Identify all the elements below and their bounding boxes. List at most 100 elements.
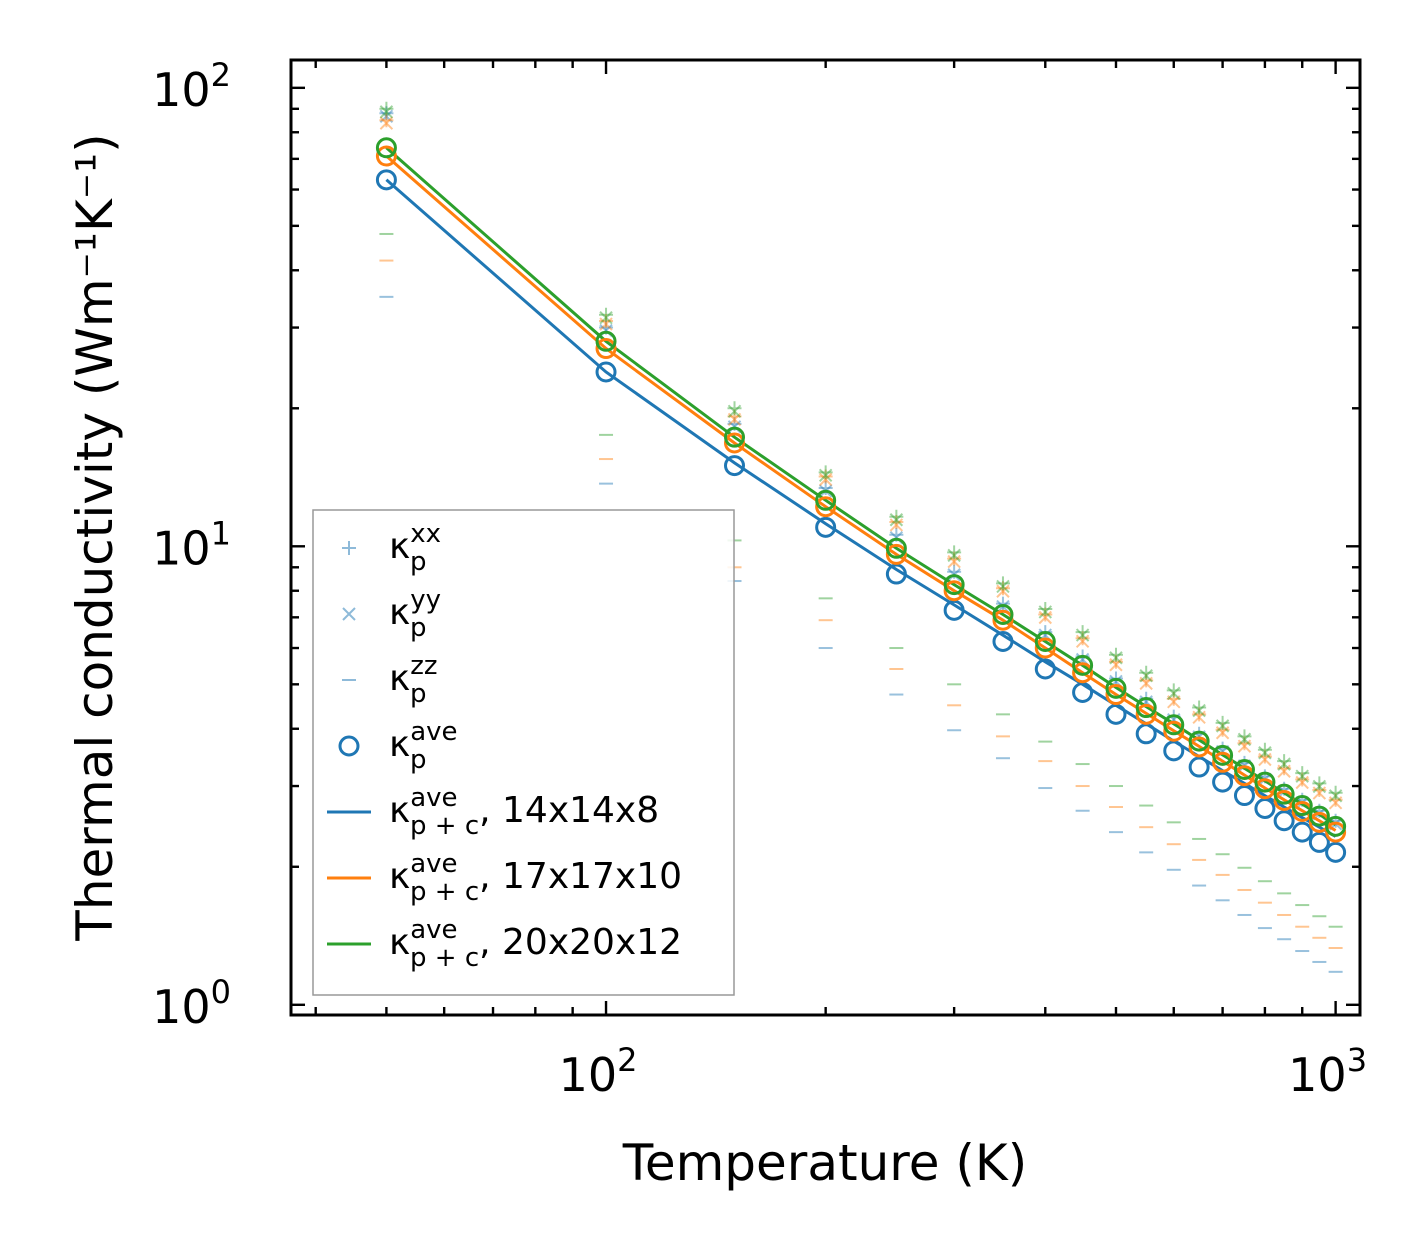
kyy-marker bbox=[1312, 786, 1327, 800]
kyy-marker bbox=[379, 105, 394, 119]
kxx-marker bbox=[1139, 665, 1154, 680]
kyy-marker bbox=[1167, 695, 1181, 709]
legend-label: κave p + c, 20x20x12 bbox=[389, 915, 682, 973]
kxx-marker bbox=[1328, 785, 1343, 800]
legend-entry: κxx p bbox=[342, 519, 441, 577]
kxx-marker bbox=[1237, 729, 1252, 744]
kyy-marker bbox=[727, 404, 742, 418]
kave-marker bbox=[1105, 684, 1127, 706]
kave-marker bbox=[1254, 771, 1276, 793]
kxx-marker bbox=[1108, 654, 1123, 669]
series-17x17x10 bbox=[379, 113, 1343, 950]
kxx-marker bbox=[1257, 742, 1272, 757]
kyy-marker bbox=[1192, 710, 1206, 725]
legend-plus-marker bbox=[342, 541, 356, 555]
kyy-marker bbox=[1038, 610, 1052, 625]
kxx-marker bbox=[379, 101, 394, 116]
kave-marker bbox=[992, 604, 1014, 626]
kyy-marker bbox=[727, 412, 742, 427]
kxx-marker bbox=[947, 545, 962, 560]
kxx-marker bbox=[995, 581, 1010, 596]
kave-marker bbox=[885, 543, 907, 565]
kave-marker bbox=[1188, 730, 1210, 752]
kave-marker bbox=[1188, 736, 1210, 758]
kyy-marker bbox=[1295, 769, 1309, 783]
kyy-marker bbox=[996, 584, 1010, 598]
kave-marker bbox=[1254, 778, 1276, 800]
x-tick-label: 102 bbox=[559, 1041, 638, 1102]
series-20x20x12 bbox=[379, 101, 1343, 928]
kpc-line-14x14x8 bbox=[385, 178, 1337, 838]
kave-marker bbox=[1034, 658, 1056, 680]
kxx-marker bbox=[1075, 625, 1090, 640]
kave-marker bbox=[1273, 810, 1295, 832]
kxx-marker bbox=[1192, 707, 1207, 722]
kave-marker bbox=[1212, 771, 1234, 793]
kave-marker bbox=[375, 145, 397, 167]
legend: κxx p κyy p κzz p κave p κave p + c, 14x14x8 κave p… bbox=[312, 509, 735, 996]
kave-marker bbox=[1163, 740, 1185, 762]
kyy-marker bbox=[1139, 676, 1153, 691]
kave-marker bbox=[1233, 765, 1255, 787]
kyy-marker bbox=[1215, 719, 1230, 733]
kave-marker bbox=[595, 361, 617, 383]
kave-marker bbox=[992, 609, 1014, 631]
kave-marker bbox=[1188, 756, 1210, 778]
kyy-marker bbox=[1215, 726, 1230, 740]
kxx-marker bbox=[727, 409, 742, 424]
legend-entry: κave p + c, 17x17x10 bbox=[327, 849, 682, 907]
kyy-marker bbox=[1167, 686, 1181, 701]
kyy-marker bbox=[1237, 732, 1252, 747]
kave-marker bbox=[375, 169, 397, 191]
kyy-marker bbox=[818, 472, 833, 487]
kave-marker bbox=[1212, 744, 1234, 766]
x-axis-label: Temperature (K) bbox=[622, 1134, 1027, 1192]
y-tick-label: 102 bbox=[152, 56, 231, 117]
kxx-marker bbox=[947, 551, 962, 566]
legend-x-marker bbox=[342, 607, 356, 621]
kyy-marker bbox=[599, 310, 613, 325]
kave-marker bbox=[1105, 703, 1127, 725]
kave-marker bbox=[1072, 681, 1094, 703]
kyy-marker bbox=[1295, 775, 1309, 790]
kxx-marker bbox=[1075, 631, 1090, 646]
legend-circle-marker bbox=[338, 735, 360, 757]
legend-label: κxx p bbox=[389, 519, 441, 577]
kave-marker bbox=[1212, 751, 1234, 773]
kyy-marker bbox=[1277, 757, 1291, 771]
kave-marker bbox=[1308, 831, 1330, 853]
kave-marker bbox=[1291, 795, 1313, 817]
y-tick-label: 101 bbox=[152, 514, 231, 575]
legend-label: κyy p bbox=[389, 585, 441, 643]
kave-marker bbox=[943, 599, 965, 621]
kave-marker bbox=[1072, 654, 1094, 676]
kave-marker bbox=[595, 338, 617, 360]
legend-entry: κave p + c, 20x20x12 bbox=[327, 915, 682, 973]
kxx-marker bbox=[1328, 792, 1343, 807]
kave-marker bbox=[1325, 821, 1347, 843]
legend-entry: κave p + c, 14x14x8 bbox=[327, 783, 659, 841]
kpc-line-17x17x10 bbox=[385, 154, 1337, 832]
kyy-marker bbox=[1277, 764, 1291, 778]
kxx-marker bbox=[1192, 700, 1207, 715]
kxx-marker bbox=[889, 509, 904, 524]
kave-marker bbox=[943, 580, 965, 602]
kxx-marker bbox=[818, 469, 833, 484]
kxx-marker bbox=[599, 307, 614, 322]
kave-marker bbox=[1291, 821, 1313, 843]
kave-marker bbox=[1233, 758, 1255, 780]
kxx-marker bbox=[1312, 776, 1327, 791]
kave-marker bbox=[1135, 723, 1157, 745]
kxx-marker bbox=[889, 514, 904, 529]
kyy-marker bbox=[379, 109, 394, 123]
legend-entry: κave p bbox=[338, 717, 458, 775]
legend-label: κave p + c, 14x14x8 bbox=[389, 783, 659, 841]
kave-marker bbox=[1308, 805, 1330, 827]
kyy-marker bbox=[1038, 605, 1052, 619]
kyy-marker bbox=[1109, 651, 1123, 665]
kave-marker bbox=[1105, 677, 1127, 699]
kave-marker bbox=[1325, 841, 1347, 863]
kave-marker bbox=[1034, 637, 1056, 659]
kxx-marker bbox=[1277, 754, 1292, 769]
kyy-marker bbox=[947, 548, 961, 563]
